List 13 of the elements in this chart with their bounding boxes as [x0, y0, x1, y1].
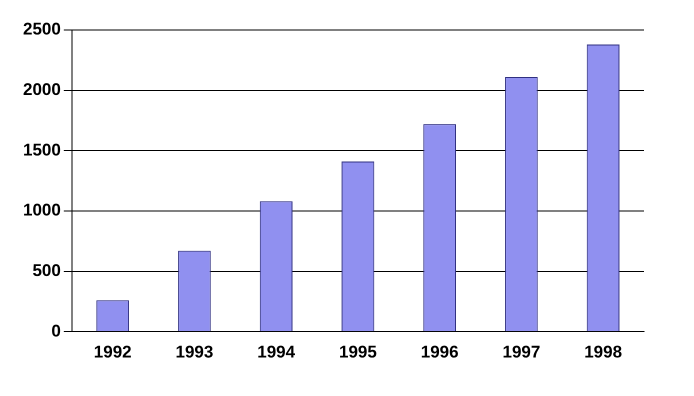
y-tick-label: 500: [32, 260, 61, 280]
y-tick-label: 1000: [22, 200, 61, 220]
x-tick-label: 1994: [257, 342, 296, 362]
y-tick-label: 2000: [22, 80, 61, 100]
x-tick-label: 1992: [94, 342, 132, 362]
x-tick-label: 1996: [420, 342, 459, 362]
y-tick-label: 1500: [22, 140, 61, 160]
x-tick-label: 1997: [502, 342, 540, 362]
y-tick-label: 2500: [22, 20, 61, 39]
x-tick-label: 1998: [584, 342, 622, 362]
x-tick-label: 1995: [338, 342, 377, 362]
x-tick-label: 1993: [176, 342, 214, 362]
y-tick-label: 0: [51, 321, 61, 340]
